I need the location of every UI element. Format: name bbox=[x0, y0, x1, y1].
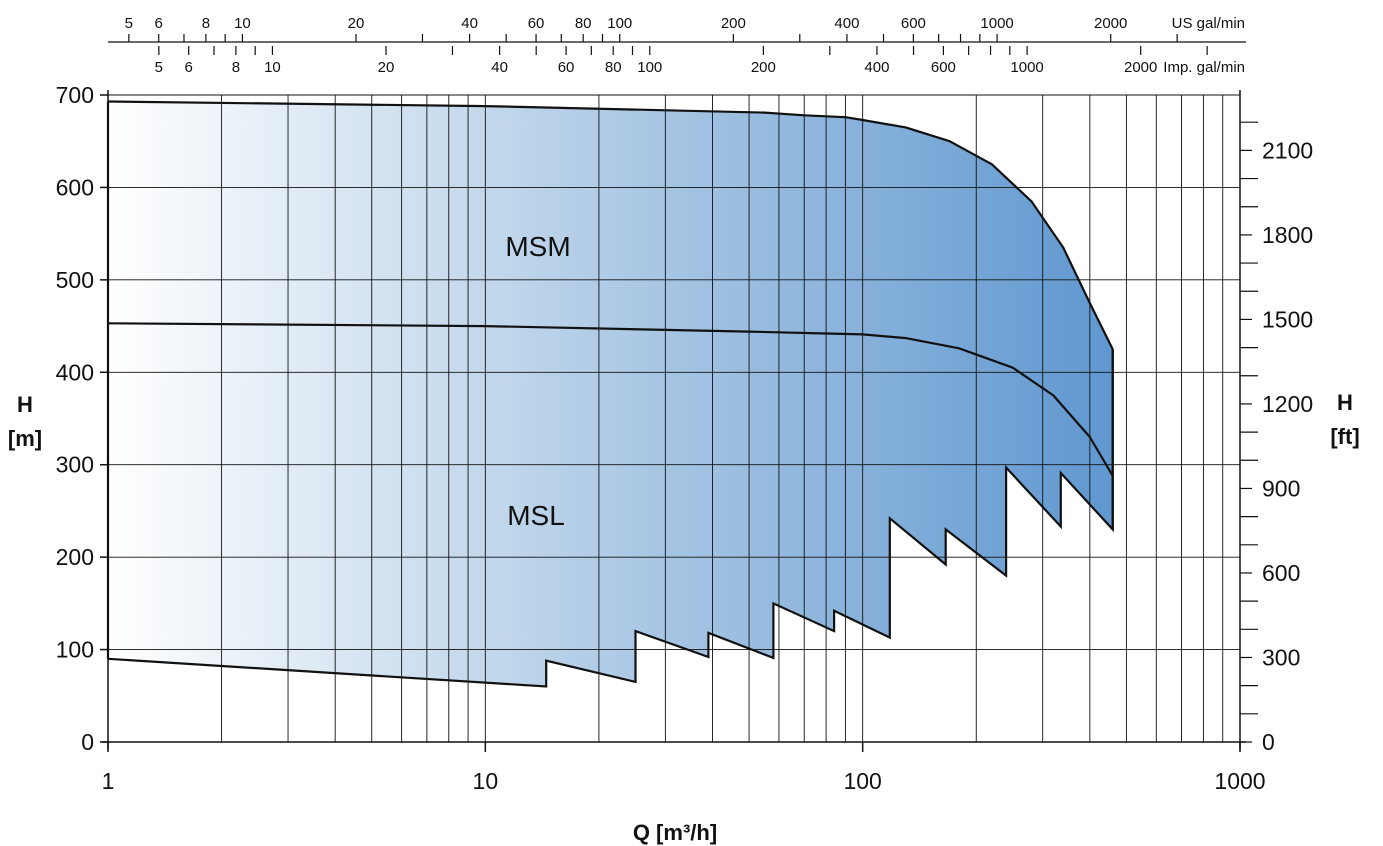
imp-gal-tick-label: 60 bbox=[558, 59, 575, 76]
us-gal-tick-label: 40 bbox=[461, 15, 478, 32]
ft-tick-label: 1500 bbox=[1262, 306, 1313, 332]
y-tick-label: 300 bbox=[56, 452, 94, 478]
y-axis-title-right-unit: [ft] bbox=[1330, 424, 1359, 449]
us-gal-tick-label: 600 bbox=[901, 15, 926, 32]
imp-gal-tick-label: 5 bbox=[155, 59, 163, 76]
imp-gal-unit-label: Imp. gal/min bbox=[1163, 59, 1245, 76]
y-tick-label: 0 bbox=[81, 729, 94, 755]
us-gal-tick-label: 5 bbox=[125, 15, 133, 32]
y-tick-label: 200 bbox=[56, 544, 94, 570]
x-tick-label: 1 bbox=[102, 768, 115, 794]
imp-gal-tick-label: 200 bbox=[751, 59, 776, 76]
y-axis-title-right-h: H bbox=[1337, 390, 1353, 415]
imp-gal-tick-label: 10 bbox=[264, 59, 281, 76]
y-tick-label: 700 bbox=[56, 82, 94, 108]
x-tick-label: 100 bbox=[843, 768, 881, 794]
imp-gal-tick-label: 100 bbox=[637, 59, 662, 76]
curve-msm bbox=[107, 100, 1114, 350]
imp-gal-tick-label: 400 bbox=[864, 59, 889, 76]
curve-lower-boundary bbox=[107, 349, 1114, 688]
envelope-area bbox=[108, 101, 1113, 687]
us-gal-tick-label: 8 bbox=[202, 15, 210, 32]
y-tick-label: 400 bbox=[56, 359, 94, 385]
envelope-fill bbox=[108, 101, 1113, 687]
flow-unit-scales: 5 6 8 10 20 40 60 80 100 200 400 600 1000 2000 5 6 8 10 20… bbox=[108, 15, 1246, 76]
us-gal-tick-label: 20 bbox=[348, 15, 365, 32]
region-label-msl: MSL bbox=[507, 500, 565, 531]
curve-msl bbox=[107, 322, 1114, 477]
us-gal-tick-label: 6 bbox=[155, 15, 163, 32]
ft-tick-label: 300 bbox=[1262, 644, 1300, 670]
axes: 0 100 200 300 400 500 600 700 1 10 100 1000 0 300 600 9… bbox=[56, 82, 1314, 794]
y-tick-label: 500 bbox=[56, 267, 94, 293]
imp-gal-tick-label: 600 bbox=[931, 59, 956, 76]
us-gal-tick-label: 60 bbox=[528, 15, 545, 32]
imp-gal-tick-label: 6 bbox=[185, 59, 193, 76]
ft-tick-label: 600 bbox=[1262, 560, 1300, 586]
x-tick-label: 1000 bbox=[1214, 768, 1265, 794]
us-gal-tick-label: 80 bbox=[575, 15, 592, 32]
y-tick-label: 100 bbox=[56, 637, 94, 663]
region-label-msm: MSM bbox=[505, 231, 570, 262]
us-gal-tick-label: 2000 bbox=[1094, 15, 1127, 32]
us-gal-tick-label: 1000 bbox=[980, 15, 1013, 32]
y-axis-title-left-unit: [m] bbox=[8, 426, 42, 451]
imp-gal-tick-label: 80 bbox=[605, 59, 622, 76]
us-gal-tick-label: 200 bbox=[721, 15, 746, 32]
imp-gal-tick-label: 2000 bbox=[1124, 59, 1157, 76]
ft-tick-label: 0 bbox=[1262, 729, 1275, 755]
x-tick-label: 10 bbox=[473, 768, 499, 794]
us-gal-unit-label: US gal/min bbox=[1172, 15, 1245, 32]
ft-tick-label: 1800 bbox=[1262, 222, 1313, 248]
y-tick-label: 600 bbox=[56, 174, 94, 200]
us-gal-tick-label: 10 bbox=[234, 15, 251, 32]
imp-gal-tick-label: 1000 bbox=[1010, 59, 1043, 76]
x-axis-title: Q [m³/h] bbox=[633, 820, 717, 845]
imp-gal-tick-label: 8 bbox=[232, 59, 240, 76]
imp-gal-tick-label: 40 bbox=[491, 59, 508, 76]
ft-tick-label: 900 bbox=[1262, 475, 1300, 501]
us-gal-tick-label: 400 bbox=[834, 15, 859, 32]
ft-tick-label: 1200 bbox=[1262, 391, 1313, 417]
us-gal-tick-label: 100 bbox=[607, 15, 632, 32]
ft-tick-label: 2100 bbox=[1262, 137, 1313, 163]
imp-gal-tick-label: 20 bbox=[378, 59, 395, 76]
y-axis-title-left-h: H bbox=[17, 392, 33, 417]
